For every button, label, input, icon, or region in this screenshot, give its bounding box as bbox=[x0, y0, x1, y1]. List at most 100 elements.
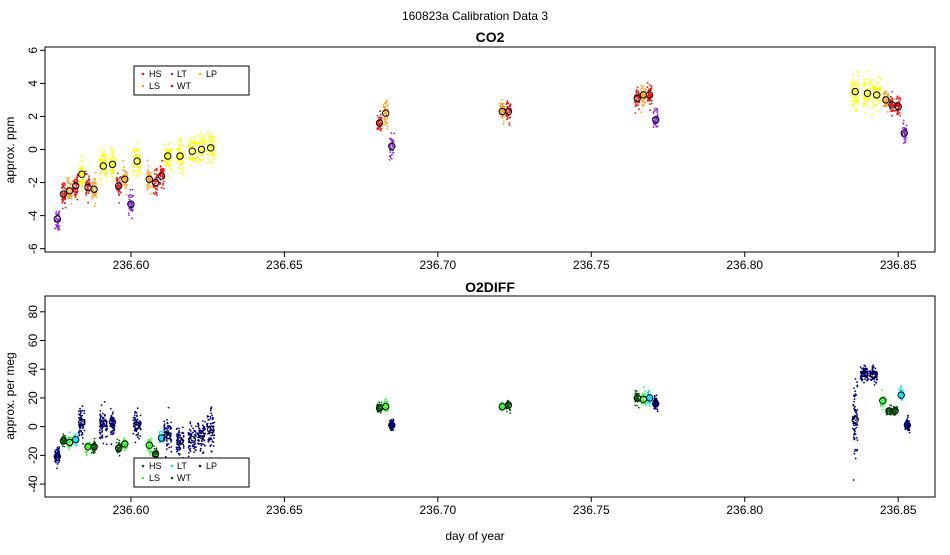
co2-data-point bbox=[95, 183, 98, 185]
co2-data-point bbox=[78, 196, 81, 199]
co2-data-point bbox=[857, 69, 860, 72]
co2-legend-hs-marker bbox=[141, 72, 145, 76]
co2-data-point bbox=[905, 136, 908, 139]
co2-data-point bbox=[390, 146, 392, 149]
co2-data-point bbox=[134, 171, 137, 174]
co2-data-point bbox=[56, 213, 59, 216]
o2diff-data-point bbox=[391, 420, 394, 422]
co2-data-point bbox=[654, 124, 657, 127]
o2diff-data-point bbox=[99, 413, 102, 416]
o2diff-data-point bbox=[202, 427, 205, 430]
o2diff-data-point bbox=[886, 410, 889, 413]
o2diff-data-point bbox=[189, 450, 192, 453]
o2diff-data-point bbox=[192, 443, 195, 446]
o2diff-data-point bbox=[509, 412, 512, 414]
o2diff-legend-ls-marker bbox=[141, 476, 145, 480]
co2-data-point bbox=[138, 149, 140, 152]
o2diff-data-point bbox=[862, 373, 865, 376]
o2diff-data-point bbox=[871, 373, 874, 376]
co2-data-point bbox=[863, 102, 866, 105]
o2diff-data-point bbox=[100, 404, 103, 407]
co2-data-point bbox=[644, 87, 647, 90]
co2-data-point bbox=[111, 168, 113, 171]
o2diff-data-point bbox=[152, 453, 155, 456]
co2-data-point bbox=[857, 101, 860, 104]
o2diff-data-point bbox=[61, 438, 63, 441]
o2diff-data-point bbox=[644, 390, 647, 393]
co2-data-point bbox=[63, 186, 66, 189]
co2-cluster-mean bbox=[882, 96, 890, 104]
co2-data-point bbox=[131, 195, 134, 198]
co2-data-point bbox=[650, 99, 653, 102]
co2-data-point bbox=[130, 203, 133, 206]
o2diff-data-point bbox=[187, 455, 190, 458]
o2diff-data-point bbox=[57, 450, 60, 453]
o2diff-data-point bbox=[83, 429, 86, 432]
co2-data-point bbox=[128, 214, 130, 217]
co2-data-point bbox=[634, 96, 637, 98]
o2diff-data-point bbox=[106, 427, 108, 430]
co2-data-point bbox=[206, 150, 209, 153]
co2-data-point bbox=[201, 148, 204, 151]
co2-data-point bbox=[641, 93, 644, 96]
co2-data-point bbox=[69, 182, 72, 185]
o2diff-data-point bbox=[170, 426, 172, 429]
co2-data-point bbox=[155, 176, 158, 178]
co2-data-point bbox=[650, 102, 653, 105]
co2-data-point bbox=[890, 96, 893, 98]
o2diff-data-point bbox=[57, 456, 59, 459]
co2-data-point bbox=[644, 89, 646, 91]
o2diff-data-point bbox=[93, 447, 96, 450]
o2diff-data-point bbox=[178, 448, 181, 451]
co2-data-point bbox=[147, 169, 149, 172]
o2diff-data-point bbox=[209, 427, 212, 430]
co2-cluster-mean bbox=[900, 129, 908, 137]
co2-data-point bbox=[389, 151, 392, 154]
o2diff-data-point bbox=[67, 443, 70, 446]
co2-data-point bbox=[88, 185, 91, 188]
co2-data-point bbox=[153, 172, 156, 175]
o2diff-legend-lt-marker bbox=[170, 464, 174, 468]
co2-data-point bbox=[505, 103, 508, 106]
o2diff-data-point bbox=[881, 408, 884, 411]
o2diff-data-point bbox=[176, 450, 178, 453]
co2-data-point bbox=[92, 182, 94, 185]
co2-data-point bbox=[893, 110, 895, 112]
co2-data-point bbox=[653, 107, 656, 110]
co2-data-point bbox=[113, 158, 116, 161]
co2-data-point bbox=[154, 191, 157, 193]
o2diff-data-point bbox=[872, 367, 874, 370]
o2diff-data-point bbox=[117, 447, 120, 449]
o2diff-cluster-mean bbox=[891, 407, 899, 415]
co2-data-point bbox=[93, 178, 95, 180]
co2-data-point bbox=[850, 85, 853, 87]
o2diff-data-point bbox=[634, 389, 637, 392]
co2-data-point bbox=[68, 177, 71, 179]
co2-cluster-mean bbox=[133, 157, 141, 165]
o2diff-data-point bbox=[194, 442, 197, 445]
o2diff-data-point bbox=[635, 390, 638, 392]
co2-data-point bbox=[207, 157, 210, 159]
o2diff-data-point bbox=[164, 456, 167, 458]
o2diff-data-point bbox=[118, 445, 121, 448]
o2diff-data-point bbox=[508, 404, 511, 407]
co2-data-point bbox=[892, 98, 894, 100]
o2diff-data-point bbox=[80, 419, 83, 422]
o2diff-data-point bbox=[149, 454, 152, 456]
o2diff-title: O2DIFF bbox=[465, 279, 515, 295]
co2-data-point bbox=[867, 70, 870, 72]
o2diff-data-point bbox=[110, 433, 112, 436]
o2diff-data-point bbox=[112, 432, 115, 434]
o2diff-data-point bbox=[197, 443, 200, 445]
co2-data-point bbox=[55, 210, 58, 213]
co2-data-point bbox=[166, 149, 169, 152]
co2-data-point bbox=[190, 155, 193, 157]
co2-data-point bbox=[76, 198, 79, 201]
o2diff-data-point bbox=[856, 381, 858, 384]
o2diff-data-point bbox=[198, 427, 201, 429]
co2-data-point bbox=[87, 201, 89, 204]
co2-data-point bbox=[162, 184, 164, 186]
co2-cluster-mean bbox=[99, 162, 108, 170]
o2diff-data-point bbox=[198, 434, 201, 437]
